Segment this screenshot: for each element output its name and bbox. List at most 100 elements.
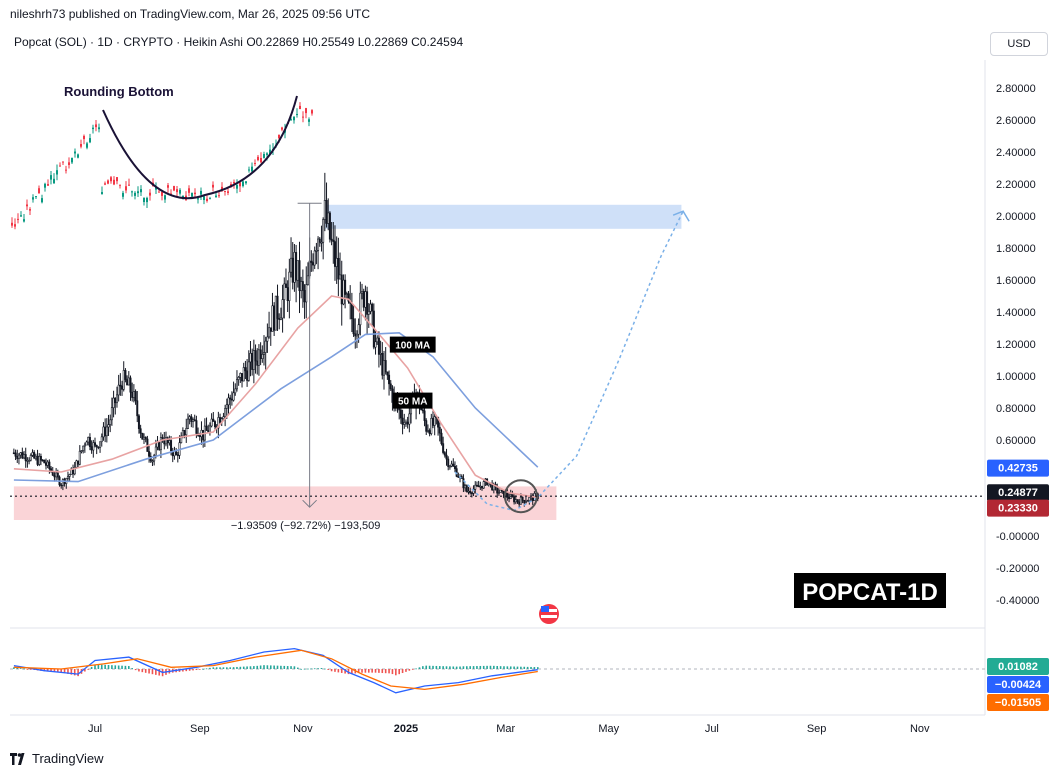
macd-histogram-bar <box>371 669 373 673</box>
candle-body <box>217 417 220 429</box>
macd-histogram-bar <box>57 669 59 673</box>
candle-body <box>183 430 186 436</box>
candle-body <box>423 410 426 421</box>
candle-body <box>325 200 328 224</box>
price-label-box <box>987 484 1049 502</box>
candle-body <box>241 373 244 382</box>
currency-button[interactable]: USD <box>990 32 1048 56</box>
candle-body <box>350 303 353 320</box>
candle-body <box>357 324 360 335</box>
candle-body <box>295 252 298 281</box>
macd-histogram-bar <box>297 667 299 669</box>
candle-body <box>433 416 436 426</box>
date-axis[interactable]: Jul Sep Nov 2025 Mar May Jul Sep Nov <box>88 723 930 735</box>
candle-body <box>176 454 179 457</box>
candle-body <box>511 494 514 497</box>
us-flag-icon[interactable] <box>539 604 559 624</box>
macd-histogram-bar <box>97 664 100 669</box>
macd-histogram-bar <box>121 665 123 669</box>
inset-candle-body <box>236 185 238 189</box>
inset-candle-body <box>212 184 214 188</box>
resistance-zone <box>324 204 682 229</box>
zones-layer <box>13 204 682 520</box>
macd-histogram-bar <box>67 669 69 674</box>
price-tick-label: 1.00000 <box>996 371 1036 383</box>
inset-candle-body <box>281 127 283 130</box>
candle-body <box>430 417 433 434</box>
macd-histogram-bar <box>236 666 238 669</box>
macd-histogram-bar <box>131 668 133 669</box>
candle-body <box>305 284 308 303</box>
candle-body <box>315 250 318 252</box>
macd-histogram-bar <box>144 669 147 673</box>
candle-body <box>14 452 17 457</box>
candle-body <box>100 436 103 443</box>
symbol-name[interactable]: Popcat (SOL) · 1D · CRYPTO · Heikin Ashi <box>14 35 243 49</box>
drawing-overlays: −1.93509 (−92.72%) −193,509 100 MA 50 MA <box>10 202 985 532</box>
inset-candle-body <box>56 170 58 175</box>
rounding-bottom-curve <box>102 95 298 200</box>
candle-body <box>28 459 31 462</box>
date-tick-label: May <box>598 723 619 735</box>
macd-histogram-bar <box>246 666 248 669</box>
macd-histogram-bar <box>523 666 526 669</box>
macd-histogram-bar <box>357 669 360 674</box>
macd-histogram-bar <box>445 666 448 669</box>
candle-body <box>26 460 29 462</box>
inset-candle-body <box>164 195 166 200</box>
candle-body <box>447 458 450 467</box>
candle-body <box>249 353 252 363</box>
inset-candle-body <box>209 198 211 200</box>
candle-body <box>291 257 294 283</box>
candle-body <box>452 463 455 467</box>
candle-body <box>90 446 93 451</box>
candle-body <box>281 299 284 319</box>
inset-candle-body <box>248 169 250 171</box>
macd-histogram-bar <box>87 669 90 670</box>
candle-body <box>127 377 130 386</box>
macd-histogram-bar <box>90 666 93 669</box>
candle-body <box>359 292 362 326</box>
inset-candle-body <box>218 195 220 197</box>
candle-body <box>290 257 293 273</box>
tradingview-logo[interactable]: TradingView <box>10 751 104 766</box>
candle-body <box>82 445 85 451</box>
macd-histogram-bar <box>141 669 144 673</box>
candle-body <box>278 318 281 320</box>
inset-candle-body <box>47 184 49 186</box>
candle-body <box>425 420 428 432</box>
price-label-value: 0.23330 <box>998 503 1038 515</box>
candle-body <box>158 442 161 451</box>
macd-histogram-bar <box>432 665 434 669</box>
macd-histogram-bar <box>219 667 221 669</box>
inset-candle-body <box>26 204 28 207</box>
candle-body <box>288 271 291 302</box>
macd-histogram-bar <box>198 669 201 670</box>
candle-body <box>404 421 407 424</box>
price-axis[interactable]: 2.80000 2.60000 2.40000 2.20000 2.00000 1.800… <box>987 83 1049 607</box>
candle-body <box>426 430 429 432</box>
inset-candle-body <box>38 188 40 193</box>
candle-body <box>528 496 531 502</box>
macd-histogram-bar <box>259 665 262 669</box>
candle-body <box>99 441 102 448</box>
macd-histogram-bar <box>266 665 269 669</box>
candle-body <box>139 428 142 434</box>
candle-body <box>109 419 112 425</box>
candle-body <box>443 452 446 456</box>
candle-body <box>124 370 127 380</box>
inset-candle-body <box>71 157 73 163</box>
macd-histogram-bar <box>70 669 73 675</box>
macd-histogram-bar <box>114 665 117 669</box>
macd-histogram-bar <box>469 666 471 669</box>
measure-label: −1.93509 (−92.72%) −193,509 <box>231 520 381 532</box>
macd-histogram-bar <box>249 666 252 669</box>
macd-histogram-bar <box>205 668 208 670</box>
candle-body <box>188 416 191 420</box>
candle-body <box>318 238 321 243</box>
candle-body <box>445 454 448 460</box>
inset-candle-body <box>83 135 85 140</box>
candle-body <box>12 452 15 455</box>
date-tick-label: 2025 <box>394 723 418 735</box>
